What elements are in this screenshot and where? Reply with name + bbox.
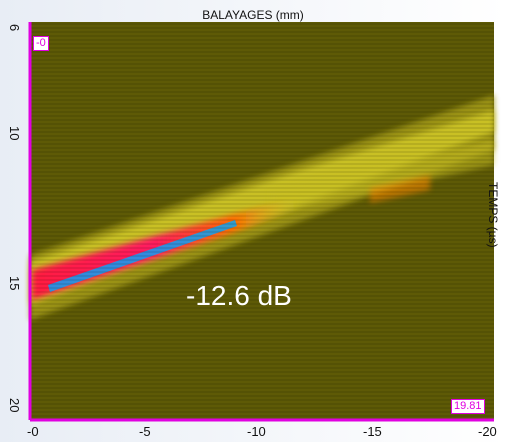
x-tick-0: -0 (27, 424, 39, 439)
corner-marker-top: -0 (33, 36, 49, 51)
x-tick-15: -15 (363, 424, 382, 439)
x-tick-5: -5 (139, 424, 151, 439)
amplitude-label: -12.6 dB (186, 280, 292, 311)
corner-marker-bottom: 19.81 (451, 399, 485, 414)
y-tick-15: 15 (7, 276, 22, 291)
echo-spot (370, 175, 430, 203)
y-tick-20: 20 (7, 398, 22, 413)
y-tick-10: 10 (7, 126, 22, 141)
y-tick-6: 6 (7, 24, 22, 32)
x-tick-20: -20 (478, 424, 497, 439)
echo-core (48, 220, 237, 292)
plot-title: BALAYAGES (mm) (202, 8, 304, 22)
y-axis-label: TEMPS (µs) (486, 182, 500, 248)
echo-band-secondary (270, 140, 494, 215)
x-tick-10: -10 (247, 424, 266, 439)
scan-lines (30, 23, 494, 417)
